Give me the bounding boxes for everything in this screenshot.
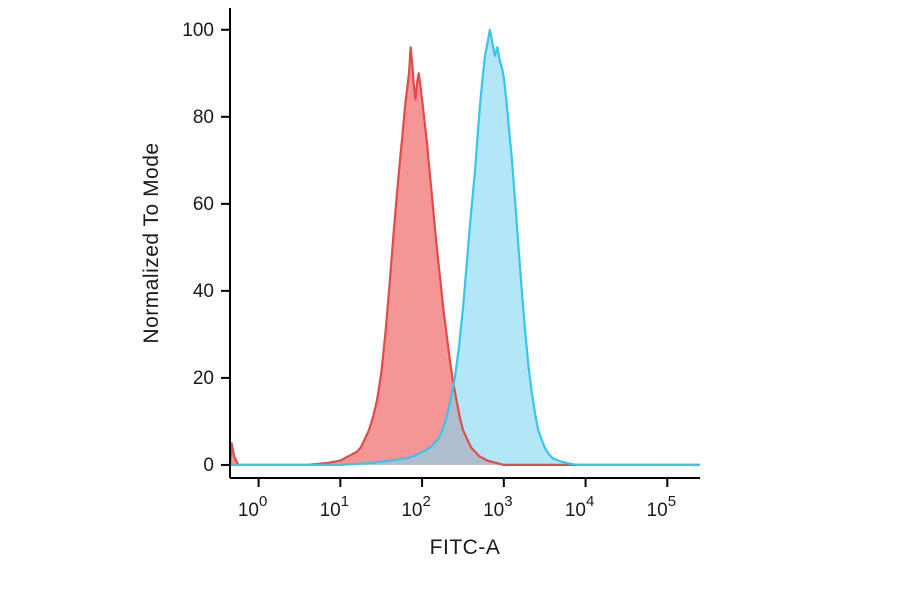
- cyan-peak-area: [230, 29, 700, 465]
- y-tick-label: 0: [203, 455, 214, 476]
- x-tick-label: 103: [483, 493, 512, 521]
- y-tick-label: 20: [193, 368, 214, 389]
- x-tick-label: 101: [320, 493, 349, 521]
- red-peak-outline: [228, 46, 700, 466]
- y-tick-label: 60: [193, 194, 214, 215]
- y-tick-label: 80: [193, 107, 214, 128]
- x-tick-label: 104: [565, 493, 594, 521]
- x-tick-label: 102: [401, 493, 430, 521]
- y-tick-label: 40: [193, 281, 214, 302]
- x-tick-label: 105: [647, 493, 676, 521]
- y-axis-title-text: Normalized To Mode: [140, 142, 163, 344]
- cyan-peak-outline: [230, 28, 700, 466]
- y-tick-label: 100: [182, 20, 214, 41]
- x-axis-title: FITC-A: [429, 536, 501, 559]
- x-tick-label: 100: [238, 493, 267, 521]
